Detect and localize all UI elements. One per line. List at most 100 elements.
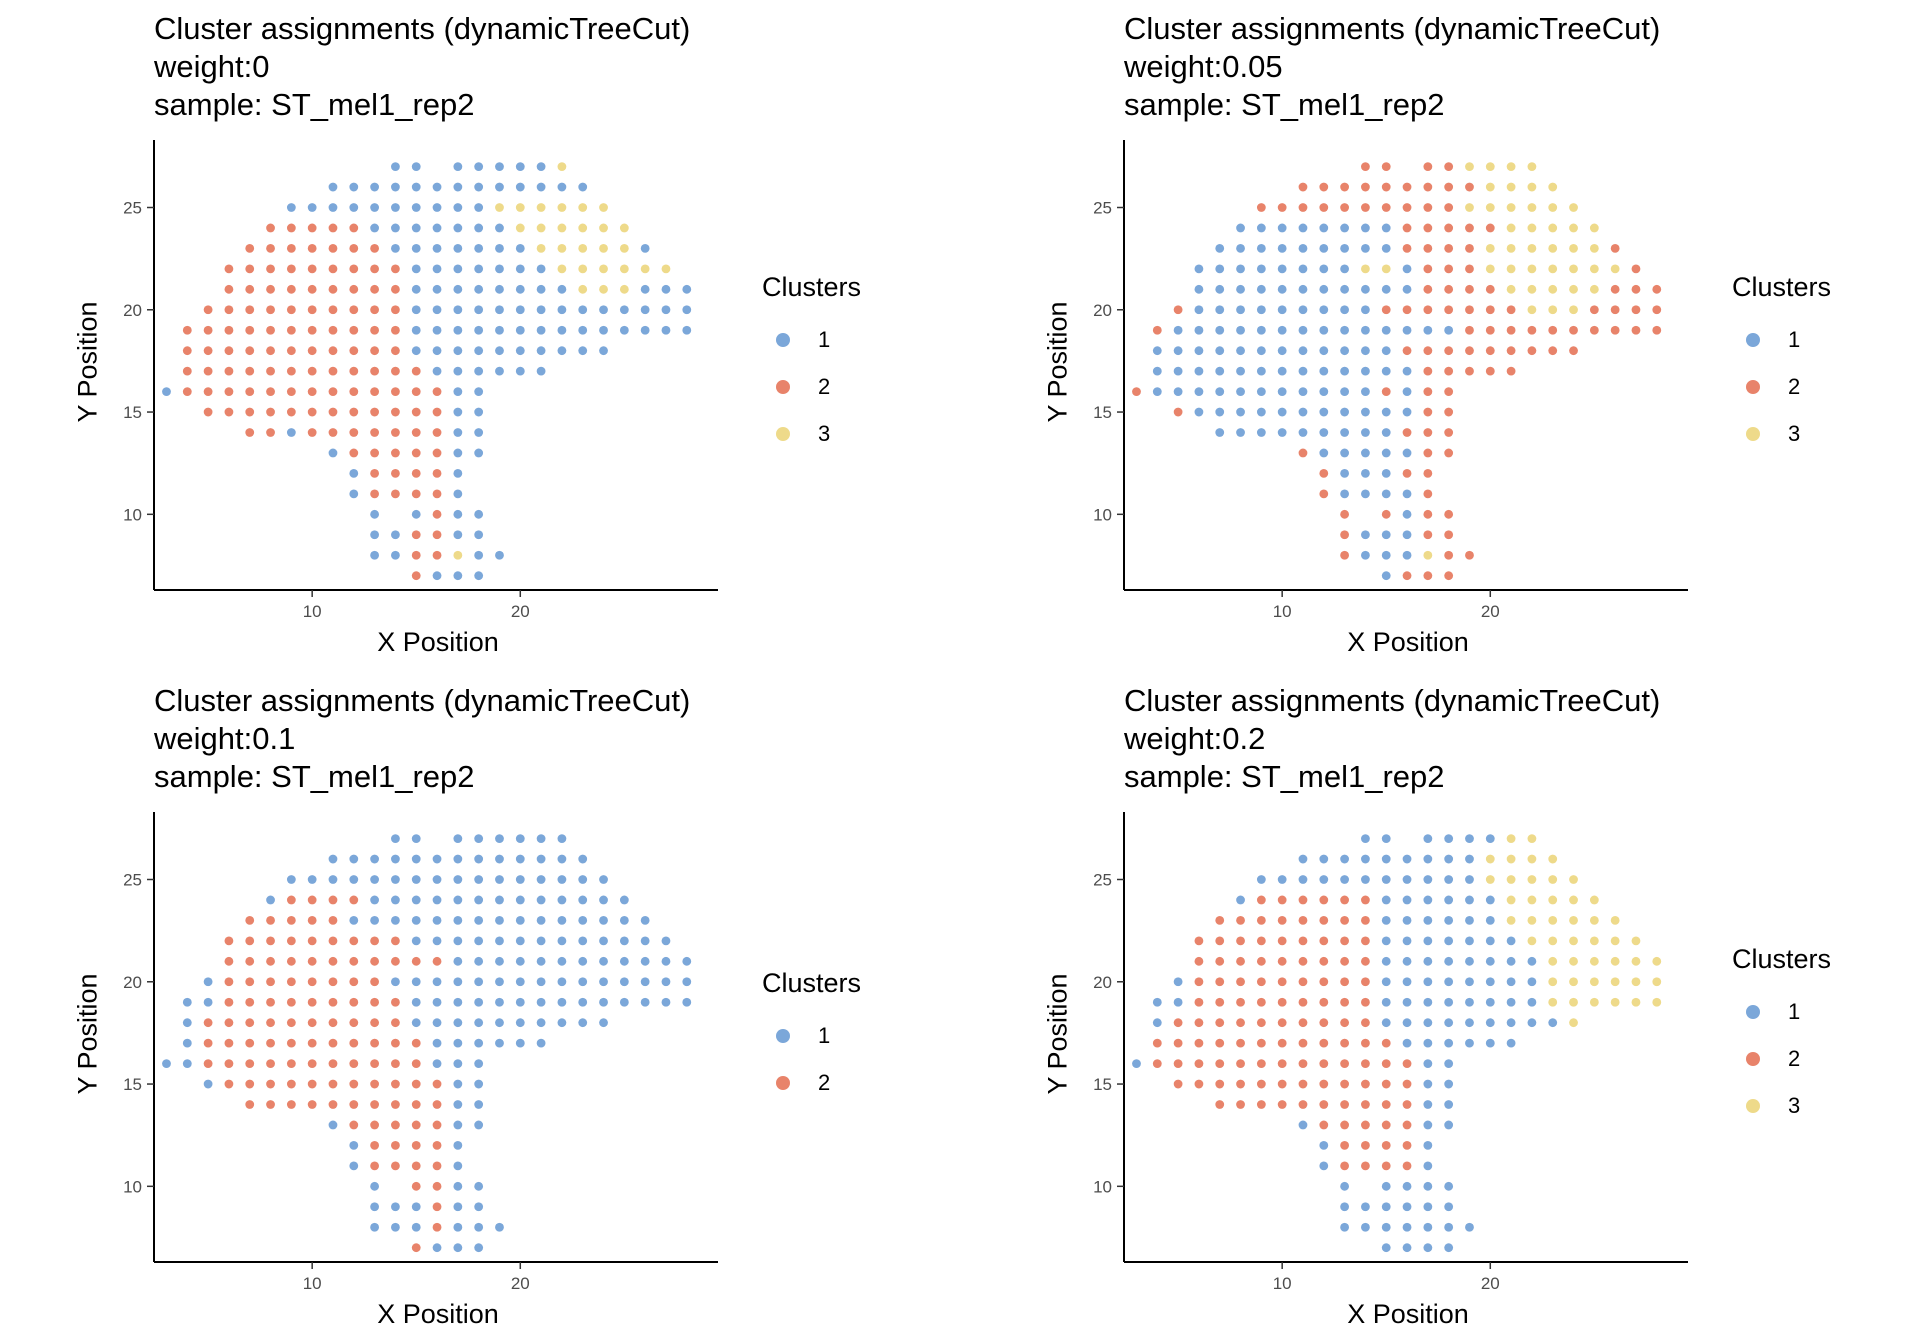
- spot-cluster-1: [474, 244, 484, 253]
- spot-cluster-1: [515, 875, 525, 884]
- spot-cluster-1: [1215, 305, 1225, 315]
- spot-cluster-1: [1485, 834, 1495, 843]
- spot-cluster-1: [1402, 1222, 1412, 1232]
- legend-label: 3: [1788, 420, 1801, 446]
- x-tick-label: 20: [511, 602, 530, 621]
- spot-cluster-1: [1381, 997, 1391, 1007]
- spot-cluster-1: [453, 346, 463, 356]
- spot-cluster-2: [1402, 346, 1412, 356]
- spot-cluster-2: [370, 244, 380, 253]
- spot-cluster-1: [370, 916, 380, 925]
- spot-cluster-2: [370, 1100, 380, 1109]
- spot-cluster-2: [1215, 936, 1225, 946]
- spot-cluster-3: [1527, 182, 1537, 192]
- spot-cluster-1: [578, 936, 588, 946]
- spot-cluster-1: [1236, 346, 1245, 356]
- spot-cluster-2: [307, 1018, 317, 1028]
- spot-cluster-2: [370, 1059, 380, 1068]
- spot-cluster-2: [266, 977, 275, 987]
- spot-cluster-3: [1527, 854, 1537, 864]
- spot-cluster-1: [453, 1120, 463, 1130]
- spot-cluster-2: [1173, 1059, 1183, 1068]
- spot-cluster-3: [1569, 305, 1578, 315]
- spot-cluster-1: [1402, 997, 1412, 1007]
- spot-cluster-2: [286, 936, 296, 946]
- spot-cluster-2: [391, 1141, 400, 1150]
- spot-cluster-3: [1610, 936, 1620, 946]
- legend-item: 1: [762, 1012, 861, 1059]
- spot-cluster-1: [1444, 1120, 1454, 1130]
- spot-cluster-1: [495, 916, 504, 925]
- spot-cluster-1: [1277, 264, 1287, 274]
- spot-cluster-1: [1194, 284, 1204, 294]
- spot-cluster-1: [1465, 895, 1474, 905]
- spot-cluster-3: [1506, 916, 1516, 925]
- spot-cluster-1: [453, 264, 463, 274]
- spot-cluster-1: [1194, 366, 1204, 376]
- spot-cluster-1: [682, 305, 692, 315]
- spot-cluster-1: [411, 977, 421, 987]
- spot-cluster-2: [203, 1059, 213, 1068]
- spot-cluster-1: [391, 895, 400, 905]
- spot-cluster-1: [1340, 1222, 1350, 1232]
- legend-label: 1: [818, 326, 831, 352]
- spot-cluster-1: [1215, 366, 1225, 376]
- x-tick-label: 10: [303, 1274, 322, 1293]
- spot-cluster-1: [1423, 1059, 1433, 1068]
- spot-cluster-1: [1381, 346, 1391, 356]
- legend-item: 1: [762, 316, 861, 363]
- spot-cluster-1: [599, 305, 608, 315]
- spot-cluster-1: [1215, 284, 1225, 294]
- spot-cluster-1: [661, 977, 671, 987]
- spot-cluster-1: [432, 203, 442, 212]
- x-axis-label: X Position: [1347, 627, 1469, 657]
- spot-cluster-1: [515, 1038, 525, 1048]
- spot-cluster-1: [1236, 895, 1245, 905]
- spot-cluster-2: [307, 223, 317, 233]
- spot-cluster-2: [245, 244, 255, 253]
- legend-key: [776, 1075, 790, 1090]
- spot-cluster-1: [1444, 1202, 1454, 1212]
- spot-cluster-2: [1610, 305, 1620, 315]
- spot-cluster-2: [266, 325, 275, 335]
- spot-cluster-2: [391, 448, 400, 458]
- spot-cluster-1: [495, 162, 504, 171]
- spot-cluster-3: [1569, 916, 1578, 925]
- spot-cluster-2: [1548, 325, 1558, 335]
- spot-cluster-2: [307, 916, 317, 925]
- spot-cluster-1: [474, 1202, 484, 1212]
- spot-cluster-2: [1361, 1059, 1370, 1068]
- spot-cluster-3: [1506, 264, 1516, 274]
- spot-cluster-1: [1381, 854, 1391, 864]
- spot-cluster-2: [1444, 407, 1454, 417]
- spot-cluster-2: [1444, 244, 1454, 253]
- spot-cluster-2: [391, 1120, 400, 1130]
- spot-cluster-2: [266, 997, 275, 1007]
- spot-cluster-2: [1319, 469, 1329, 478]
- spot-cluster-2: [1277, 956, 1287, 966]
- spot-cluster-1: [1423, 875, 1433, 884]
- spot-cluster-1: [495, 977, 504, 987]
- spot-cluster-3: [1631, 977, 1641, 987]
- spot-cluster-2: [1361, 916, 1370, 925]
- spot-cluster-1: [1361, 428, 1370, 437]
- spot-cluster-2: [1340, 1018, 1350, 1028]
- spot-cluster-1: [1173, 346, 1183, 356]
- spot-cluster-3: [1527, 203, 1537, 212]
- spot-cluster-2: [1340, 936, 1350, 946]
- spot-cluster-2: [1256, 1079, 1266, 1089]
- spot-cluster-3: [1506, 875, 1516, 884]
- spot-cluster-2: [411, 1243, 421, 1253]
- spot-cluster-1: [1194, 325, 1204, 335]
- spot-cluster-1: [391, 916, 400, 925]
- spot-cluster-2: [1256, 977, 1266, 987]
- spot-cluster-1: [557, 997, 567, 1007]
- spot-cluster-2: [1236, 1038, 1245, 1048]
- spot-cluster-1: [432, 284, 442, 294]
- spot-cluster-1: [1319, 264, 1329, 274]
- spot-cluster-2: [1361, 1079, 1370, 1089]
- spot-cluster-2: [1236, 1100, 1245, 1109]
- y-axis-label: Y Position: [72, 301, 103, 423]
- legend-item: 3: [762, 410, 861, 457]
- spot-cluster-1: [1402, 325, 1412, 335]
